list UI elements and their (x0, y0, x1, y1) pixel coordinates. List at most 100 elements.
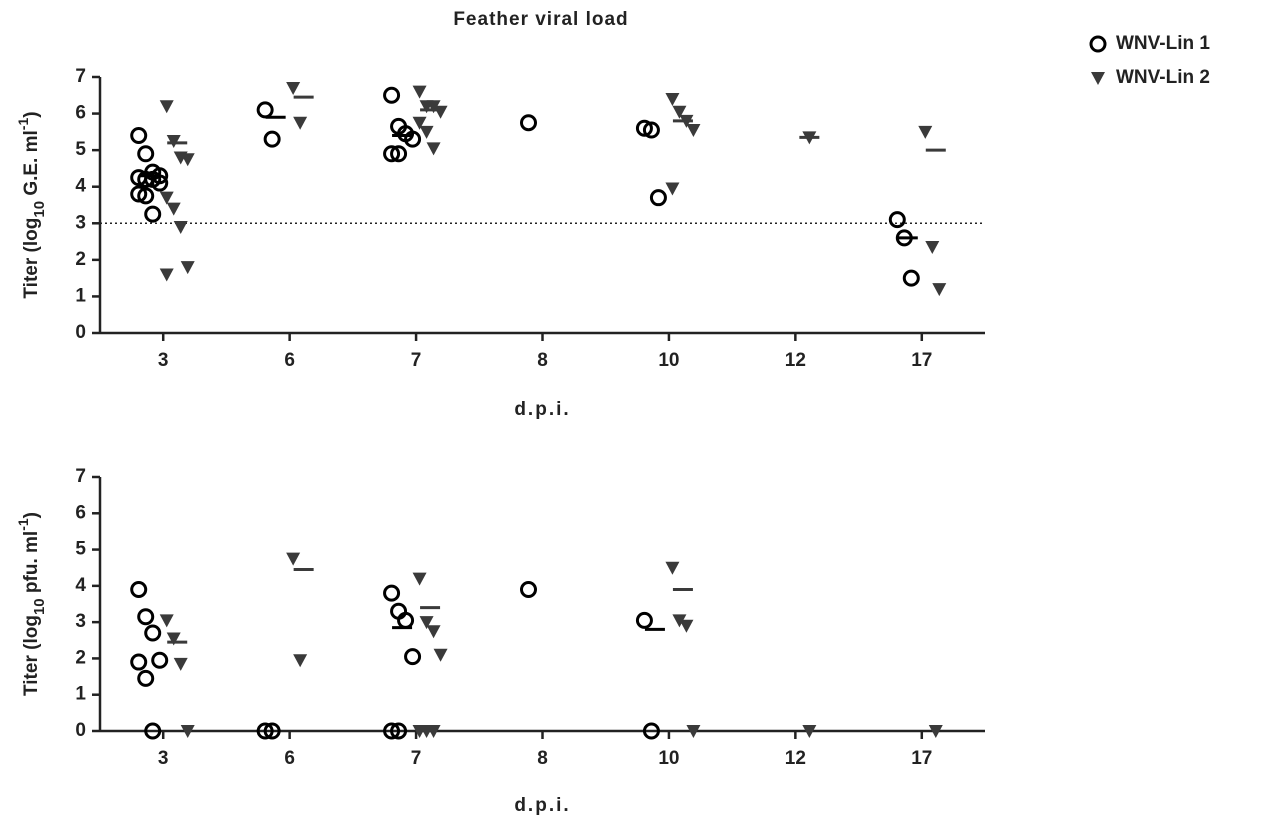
data-point (672, 105, 687, 119)
y-tick-label: 0 (75, 720, 86, 741)
data-point (144, 722, 162, 740)
data-point (383, 145, 401, 163)
data-point (932, 283, 947, 297)
data-point (412, 572, 427, 586)
data-point (286, 81, 301, 95)
y-axis-label-part: pfu. ml (21, 531, 42, 599)
y-axis-label-part: Titer (log (21, 218, 42, 299)
data-point (130, 127, 148, 145)
data-point (665, 561, 680, 575)
x-tick-label: 7 (411, 748, 422, 769)
data-point (137, 669, 155, 687)
data-point (426, 100, 441, 114)
y-tick-label: 2 (75, 647, 86, 668)
data-point (802, 725, 817, 738)
data-point (166, 632, 181, 646)
x-tick-label: 17 (911, 350, 932, 371)
data-point (642, 121, 660, 139)
data-point (433, 105, 448, 119)
data-point (180, 153, 195, 167)
data-point (293, 654, 308, 668)
data-point (383, 584, 401, 602)
data-point (665, 92, 680, 106)
legend-marker (1091, 72, 1105, 85)
data-point (286, 552, 301, 566)
data-point (672, 614, 687, 628)
x-tick-label: 6 (284, 748, 295, 769)
data-point (925, 241, 940, 255)
data-point (130, 580, 148, 598)
data-point (263, 130, 281, 148)
data-point (144, 624, 162, 642)
data-point (888, 211, 906, 229)
x-tick-label: 3 (158, 350, 169, 371)
data-point (390, 145, 408, 163)
y-tick-label: 7 (75, 66, 86, 87)
y-tick-label: 7 (75, 466, 86, 487)
y-tick-label: 6 (75, 502, 86, 523)
data-point (166, 202, 181, 216)
data-point (635, 611, 653, 629)
data-point (151, 174, 169, 192)
data-point (390, 722, 408, 740)
data-point (520, 114, 537, 132)
y-tick-label: 4 (75, 176, 86, 197)
chart-title: Feather viral load (453, 9, 628, 30)
data-point (635, 119, 653, 137)
data-point (426, 625, 441, 639)
data-point (665, 182, 680, 196)
x-tick-label: 17 (911, 748, 932, 769)
data-point (404, 130, 422, 148)
data-point (412, 85, 427, 99)
data-point (412, 116, 427, 130)
data-point (180, 725, 195, 738)
y-axis-label: Titer (log10 G.E. ml-1) (15, 111, 49, 298)
y-axis-label-part: 10 (31, 201, 48, 218)
data-point (130, 653, 148, 671)
data-point (144, 205, 162, 223)
data-point (159, 268, 174, 282)
data-point (383, 86, 401, 104)
y-axis-label-part: -1 (15, 518, 31, 531)
y-tick-label: 2 (75, 249, 86, 270)
data-point (159, 100, 174, 114)
x-tick-label: 10 (658, 748, 679, 769)
data-point (686, 124, 701, 138)
data-point (902, 269, 920, 287)
data-point (137, 187, 155, 205)
y-tick-label: 1 (75, 684, 86, 705)
x-tick-label: 12 (785, 350, 806, 371)
data-point (404, 648, 422, 666)
data-point (173, 220, 188, 234)
y-axis-label-part: Titer (log (21, 615, 42, 696)
x-tick-label: 3 (158, 748, 169, 769)
legend-marker (1089, 35, 1107, 53)
data-point (928, 725, 943, 738)
data-point (419, 616, 434, 630)
data-point (137, 145, 155, 163)
y-axis-label-part: -1 (15, 118, 31, 131)
legend-label: WNV-Lin 1 (1116, 33, 1210, 54)
data-point (130, 185, 148, 203)
data-point (293, 116, 308, 130)
data-point (159, 191, 174, 205)
data-point (649, 189, 667, 207)
data-point (151, 651, 169, 669)
legend-label: WNV-Lin 2 (1116, 67, 1210, 88)
x-axis-label: d.p.i. (514, 795, 570, 816)
y-tick-label: 4 (75, 575, 86, 596)
x-tick-label: 7 (411, 350, 422, 371)
x-axis-label: d.p.i. (514, 399, 570, 420)
data-point (520, 580, 537, 598)
y-tick-label: 6 (75, 103, 86, 124)
y-axis-label-part: ) (21, 111, 42, 117)
y-tick-label: 1 (75, 285, 86, 306)
data-point (419, 125, 434, 139)
x-tick-label: 8 (537, 748, 548, 769)
x-tick-label: 6 (284, 350, 295, 371)
y-tick-label: 3 (75, 611, 86, 632)
x-tick-label: 8 (537, 350, 548, 371)
x-tick-label: 12 (785, 748, 806, 769)
data-point (383, 722, 401, 740)
